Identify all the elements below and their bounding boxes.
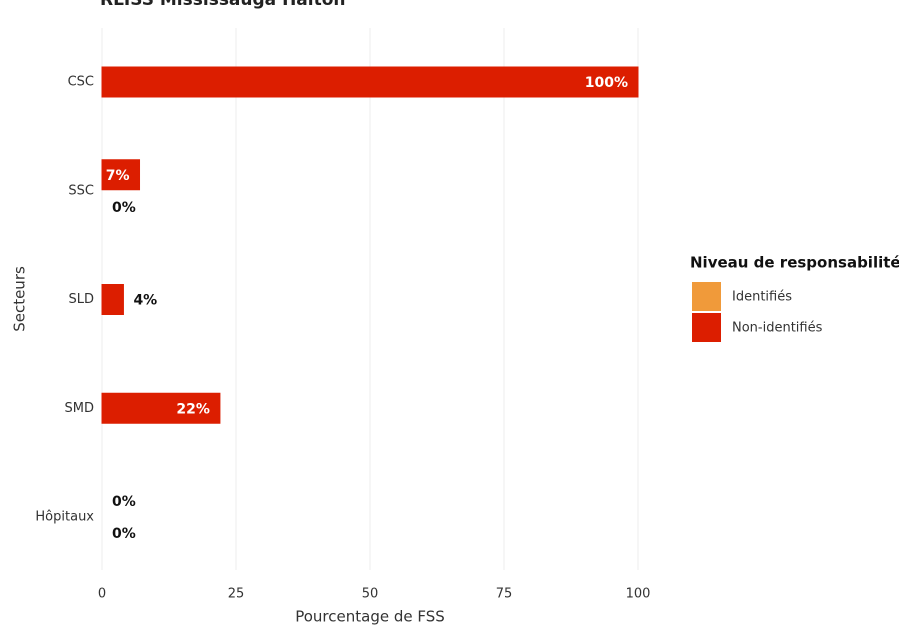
x-tick-label: 100	[626, 587, 651, 602]
data-label: 22%	[176, 401, 210, 417]
data-label: 100%	[585, 75, 628, 91]
bar	[101, 284, 124, 315]
legend-label: Non-identifiés	[732, 321, 823, 336]
y-tick-label: CSC	[68, 75, 94, 90]
y-tick-label: SMD	[65, 401, 94, 416]
data-label: 7%	[106, 168, 130, 184]
chart-title: RLISS Mississauga Halton	[100, 0, 346, 10]
x-tick-label: 75	[496, 587, 513, 602]
data-label: 4%	[133, 293, 157, 309]
y-tick-label: SSC	[68, 183, 94, 198]
bar	[101, 159, 141, 191]
x-tick-label: 50	[362, 587, 379, 602]
legend-title: Niveau de responsabilité	[690, 254, 899, 272]
legend-swatch	[692, 282, 721, 311]
data-label: 0%	[112, 526, 136, 542]
legend-swatch	[692, 313, 721, 342]
y-tick-label: SLD	[68, 292, 94, 307]
data-label: 0%	[112, 494, 136, 510]
bar	[101, 392, 221, 424]
bar	[101, 66, 639, 98]
y-axis-label: Secteurs	[11, 266, 29, 332]
y-tick-label: Hôpitaux	[35, 510, 94, 525]
data-label: 0%	[112, 200, 136, 216]
x-tick-label: 25	[228, 587, 245, 602]
legend-label: Identifiés	[732, 290, 792, 305]
x-axis-label: Pourcentage de FSS	[295, 608, 445, 626]
x-tick-label: 0	[98, 587, 106, 602]
